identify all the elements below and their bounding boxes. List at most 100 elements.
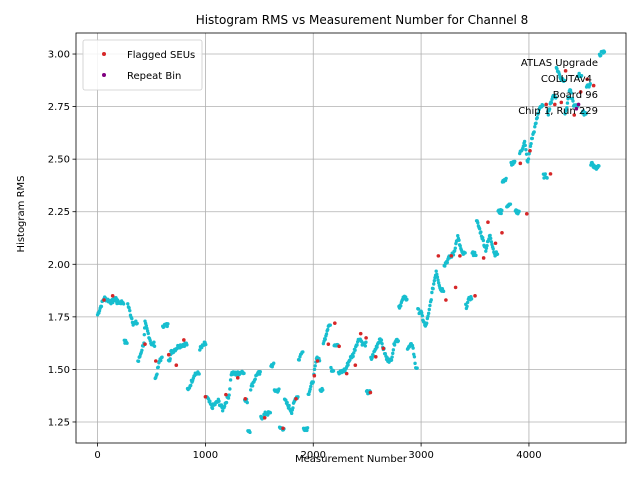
data-point xyxy=(152,340,156,344)
data-point xyxy=(428,303,432,308)
data-point xyxy=(353,348,357,352)
data-point xyxy=(197,372,201,376)
flagged-seu-point xyxy=(381,346,386,351)
data-point xyxy=(532,130,536,134)
flagged-seu-point xyxy=(337,344,341,349)
flagged-seu-point xyxy=(449,254,454,258)
flagged-seu-point xyxy=(203,394,208,399)
data-point xyxy=(534,121,538,125)
flagged-seu-point xyxy=(358,331,363,336)
flagged-seu-point xyxy=(528,148,532,153)
data-point xyxy=(491,247,495,251)
data-point xyxy=(324,332,329,336)
data-point xyxy=(413,361,417,366)
data-point xyxy=(159,358,163,363)
flagged-seu-point xyxy=(563,69,568,73)
data-point xyxy=(307,392,311,396)
data-point xyxy=(569,91,573,95)
data-point xyxy=(228,378,233,382)
data-point xyxy=(427,307,431,312)
data-point xyxy=(469,297,474,301)
data-point xyxy=(530,136,535,141)
x-axis-label: Measurement Number xyxy=(295,454,408,465)
data-point xyxy=(543,172,547,176)
data-point xyxy=(541,103,545,108)
data-point xyxy=(504,176,508,181)
y-tick-label: 1.50 xyxy=(48,365,70,376)
flagged-seu-point xyxy=(174,363,179,368)
flagged-seu-point xyxy=(315,359,320,363)
data-point xyxy=(435,275,440,279)
data-point xyxy=(204,342,208,347)
flagged-seu-point xyxy=(102,298,106,302)
data-point xyxy=(210,406,215,411)
data-point xyxy=(219,403,224,407)
flagged-seu-point xyxy=(559,100,564,105)
repeat-bin-point xyxy=(576,102,581,107)
tick-layer: 0 1000 2000 3000 4000 1.25 1.50 1.75 2.00 2.25 2.5… xyxy=(48,50,542,461)
flagged-seu-point xyxy=(143,342,147,346)
flagged-seu-point xyxy=(493,241,498,246)
data-point xyxy=(489,240,494,244)
flagged-seu-point xyxy=(154,359,158,363)
data-point xyxy=(436,281,441,285)
flagged-seu-point xyxy=(578,90,583,94)
data-point xyxy=(250,384,255,388)
data-layer xyxy=(95,49,607,435)
x-tick-label: 4000 xyxy=(516,450,541,461)
data-point xyxy=(99,304,104,309)
flagged-seu-point xyxy=(572,113,577,117)
data-point xyxy=(588,82,592,86)
data-point xyxy=(528,144,533,148)
annotation-line-2: COLUTAv4 xyxy=(541,74,592,85)
data-point xyxy=(348,358,352,362)
data-point xyxy=(121,302,126,306)
flagged-seu-point xyxy=(166,352,171,357)
data-point xyxy=(415,366,419,370)
data-point xyxy=(463,251,467,255)
flagged-seu-point xyxy=(333,321,337,325)
data-point xyxy=(495,252,500,256)
data-point xyxy=(328,323,332,327)
flagged-seu-point xyxy=(344,371,349,376)
annotation-line-4: Chip 1, Run 229 xyxy=(518,106,598,117)
data-point xyxy=(148,338,152,343)
data-point xyxy=(189,383,193,388)
data-point xyxy=(156,365,160,369)
data-point xyxy=(291,406,295,410)
data-point xyxy=(474,253,478,258)
flagged-seu-point xyxy=(110,294,115,298)
flagged-seu-point xyxy=(591,83,596,88)
data-point xyxy=(405,297,409,302)
data-point xyxy=(249,388,253,392)
data-point xyxy=(309,384,313,389)
data-point xyxy=(584,112,588,116)
legend-box xyxy=(82,39,203,91)
data-point xyxy=(535,116,539,120)
flagged-seu-point xyxy=(364,336,368,340)
data-point xyxy=(242,371,246,376)
data-point xyxy=(430,290,434,295)
data-point xyxy=(168,357,172,361)
legend-marker-flagged xyxy=(102,52,106,56)
data-point xyxy=(253,377,257,381)
data-point xyxy=(364,340,368,344)
data-point xyxy=(289,411,294,416)
data-point xyxy=(391,351,395,356)
flagged-seu-point xyxy=(294,397,298,401)
data-point xyxy=(245,400,249,405)
flagged-seu-point xyxy=(312,373,317,378)
data-point xyxy=(392,343,397,347)
data-point xyxy=(126,302,130,306)
flagged-seu-point xyxy=(518,161,523,166)
data-point xyxy=(599,53,603,58)
data-point xyxy=(125,341,129,345)
grid-layer xyxy=(76,33,626,443)
data-point xyxy=(311,380,315,384)
data-point xyxy=(435,272,439,277)
data-point xyxy=(526,160,530,164)
data-point xyxy=(308,387,312,391)
data-point xyxy=(565,105,569,110)
data-point xyxy=(565,101,570,105)
